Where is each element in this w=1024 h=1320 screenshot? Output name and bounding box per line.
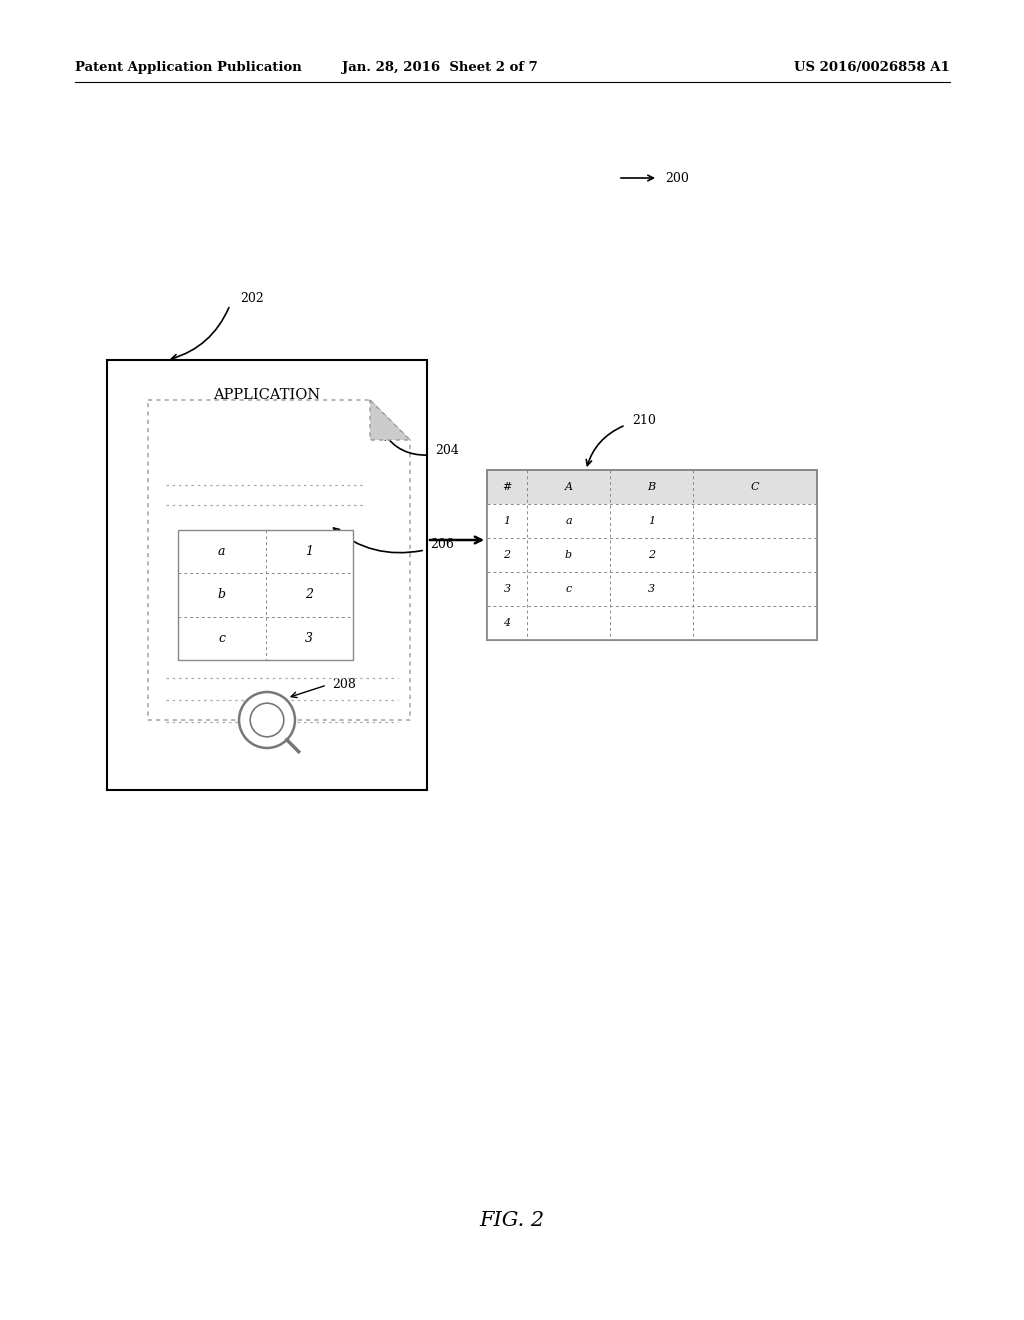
Bar: [487, 504, 817, 640]
Bar: [487, 470, 817, 640]
Text: 1: 1: [305, 545, 313, 558]
Text: 2: 2: [504, 550, 511, 560]
Text: Patent Application Publication: Patent Application Publication: [75, 62, 302, 74]
Text: #: #: [503, 482, 512, 492]
Text: 4: 4: [504, 618, 511, 628]
Text: 3: 3: [305, 632, 313, 645]
Text: Jan. 28, 2016  Sheet 2 of 7: Jan. 28, 2016 Sheet 2 of 7: [342, 62, 538, 74]
Text: C: C: [751, 482, 759, 492]
Text: 3: 3: [648, 583, 655, 594]
Text: a: a: [565, 516, 571, 525]
Text: 204: 204: [435, 444, 459, 457]
Circle shape: [250, 704, 284, 737]
Text: US 2016/0026858 A1: US 2016/0026858 A1: [795, 62, 950, 74]
Text: A: A: [564, 482, 572, 492]
Text: 208: 208: [332, 678, 356, 692]
Text: c: c: [565, 583, 571, 594]
Text: APPLICATION: APPLICATION: [213, 388, 321, 403]
Text: 200: 200: [665, 172, 689, 185]
Text: 1: 1: [648, 516, 655, 525]
Text: 2: 2: [648, 550, 655, 560]
Text: 202: 202: [240, 292, 264, 305]
Text: 206: 206: [430, 539, 454, 552]
Text: b: b: [218, 589, 225, 602]
Text: 1: 1: [504, 516, 511, 525]
Bar: [178, 531, 353, 660]
Text: FIG. 2: FIG. 2: [479, 1210, 545, 1229]
Text: 210: 210: [632, 413, 656, 426]
Text: b: b: [565, 550, 572, 560]
Text: a: a: [218, 545, 225, 558]
Text: B: B: [647, 482, 655, 492]
Text: c: c: [218, 632, 225, 645]
Polygon shape: [370, 400, 410, 440]
Text: 2: 2: [305, 589, 313, 602]
Bar: [106, 360, 427, 789]
Circle shape: [239, 692, 295, 748]
Text: 3: 3: [504, 583, 511, 594]
Polygon shape: [148, 400, 410, 719]
Bar: [487, 470, 817, 640]
